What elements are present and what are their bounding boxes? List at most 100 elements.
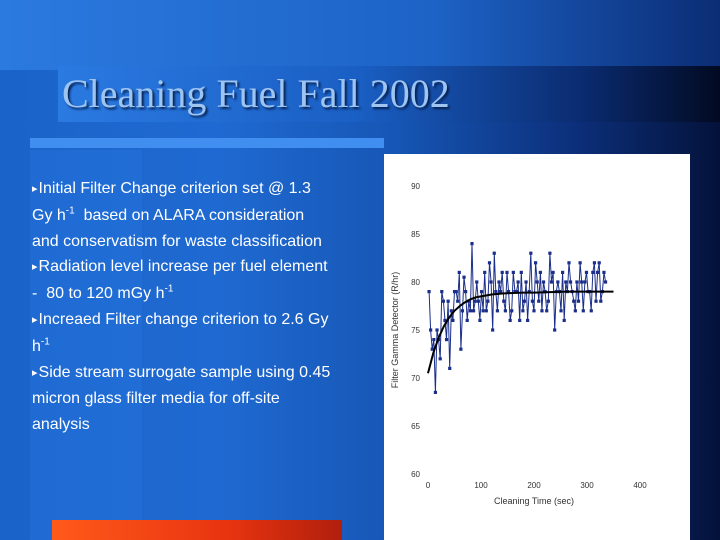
data-point xyxy=(533,261,538,265)
data-point xyxy=(553,328,557,332)
data-point xyxy=(481,309,485,313)
data-point xyxy=(456,299,460,303)
data-point xyxy=(506,290,511,294)
data-point xyxy=(521,309,525,313)
bottom-accent-bar xyxy=(52,520,342,540)
bullet-list: ▸Initial Filter Change criterion set @ 1… xyxy=(32,176,332,438)
bullet-text: Radiation level increase per fuel elemen… xyxy=(32,258,337,303)
data-point xyxy=(522,299,527,303)
bullet-text: Initial Filter Change criterion set @ 1.… xyxy=(32,180,311,224)
data-point xyxy=(559,309,563,313)
data-point xyxy=(487,261,492,265)
bullet-text-after: based on ALARA consideration and conserv… xyxy=(32,206,322,250)
x-tick-label: 400 xyxy=(633,481,647,490)
bullet-item: ▸Side stream surrogate sample using 0.45… xyxy=(32,360,332,438)
data-point xyxy=(562,318,566,322)
data-series-line xyxy=(428,243,607,393)
data-point xyxy=(451,318,455,322)
slide-title: Cleaning Fuel Fall 2002 xyxy=(62,71,450,116)
data-point xyxy=(500,270,504,274)
data-point xyxy=(444,338,449,342)
data-point xyxy=(524,280,528,284)
data-point xyxy=(519,270,523,274)
data-point xyxy=(448,366,452,370)
data-point xyxy=(443,318,447,322)
title-bar xyxy=(58,66,720,122)
data-point xyxy=(591,270,595,274)
data-point xyxy=(468,309,472,313)
data-point xyxy=(486,299,490,303)
data-point xyxy=(460,309,465,313)
data-point xyxy=(427,290,431,294)
y-tick-label: 60 xyxy=(411,470,420,479)
data-point xyxy=(592,261,597,265)
data-point xyxy=(491,328,495,332)
data-point xyxy=(561,270,565,274)
data-point xyxy=(435,328,439,332)
data-point xyxy=(532,309,536,313)
data-point xyxy=(454,290,458,294)
data-point xyxy=(573,309,577,313)
data-point xyxy=(494,290,498,294)
data-point xyxy=(596,270,600,274)
y-tick-label: 80 xyxy=(411,278,420,287)
data-point xyxy=(526,318,530,322)
y-axis-label: Filter Gamma Detector (R/hr) xyxy=(390,272,400,389)
bullet-text: Increaed Filter change criterion to 2.6 … xyxy=(32,310,329,355)
data-point xyxy=(546,299,550,303)
x-axis-label: Cleaning Time (sec) xyxy=(494,496,574,506)
data-point xyxy=(589,309,593,313)
data-point xyxy=(473,299,477,303)
data-point xyxy=(483,270,487,274)
x-tick-label: 300 xyxy=(580,481,594,490)
data-point xyxy=(470,242,474,246)
data-point xyxy=(429,328,433,332)
data-point xyxy=(529,251,533,255)
data-point xyxy=(549,280,554,284)
bullet-text: Side stream surrogate sample using 0.45 … xyxy=(32,363,331,434)
data-point xyxy=(446,299,450,303)
data-point xyxy=(511,270,515,274)
bullet-sup: -1 xyxy=(40,336,50,348)
bullet-arrow-icon: ▸ xyxy=(32,183,38,195)
data-point xyxy=(537,299,541,303)
data-point xyxy=(441,299,445,303)
y-tick-label: 85 xyxy=(411,230,420,239)
data-point xyxy=(495,309,500,313)
data-point xyxy=(545,309,549,313)
data-point xyxy=(457,270,461,274)
data-point xyxy=(449,309,453,313)
data-point xyxy=(540,309,544,313)
fit-curve xyxy=(427,290,614,374)
data-point xyxy=(564,280,568,284)
data-point xyxy=(484,309,488,313)
bullet-arrow-icon: ▸ xyxy=(32,313,38,326)
bullet-item: ▸Radiation level increase per fuel eleme… xyxy=(32,254,332,307)
bullet-sup: -1 xyxy=(164,283,174,295)
data-point xyxy=(471,309,476,313)
data-point xyxy=(440,290,444,294)
title-rule xyxy=(30,138,384,148)
bullet-arrow-icon: ▸ xyxy=(32,261,38,274)
x-tick-label: 0 xyxy=(426,481,431,490)
data-point xyxy=(575,280,579,284)
x-tick-label: 100 xyxy=(474,481,488,490)
data-point xyxy=(475,280,479,284)
filter-gamma-chart: 60 65 70 75 80 85 90 0 100 200 300 400 Cleaning Time… xyxy=(390,182,647,506)
y-tick-label: 75 xyxy=(411,326,420,335)
data-point xyxy=(462,275,466,279)
data-point xyxy=(568,280,573,284)
data-point xyxy=(602,270,606,274)
data-point xyxy=(432,338,436,342)
bullet-arrow-icon: ▸ xyxy=(32,366,38,379)
data-point xyxy=(516,280,520,284)
data-point xyxy=(489,280,493,284)
data-point xyxy=(578,261,582,265)
data-point xyxy=(502,299,506,303)
data-point xyxy=(438,357,442,361)
y-tick-label: 65 xyxy=(411,422,420,431)
left-column-shade xyxy=(30,150,142,540)
data-point xyxy=(541,280,546,284)
data-point xyxy=(583,280,587,284)
data-point xyxy=(580,280,584,284)
